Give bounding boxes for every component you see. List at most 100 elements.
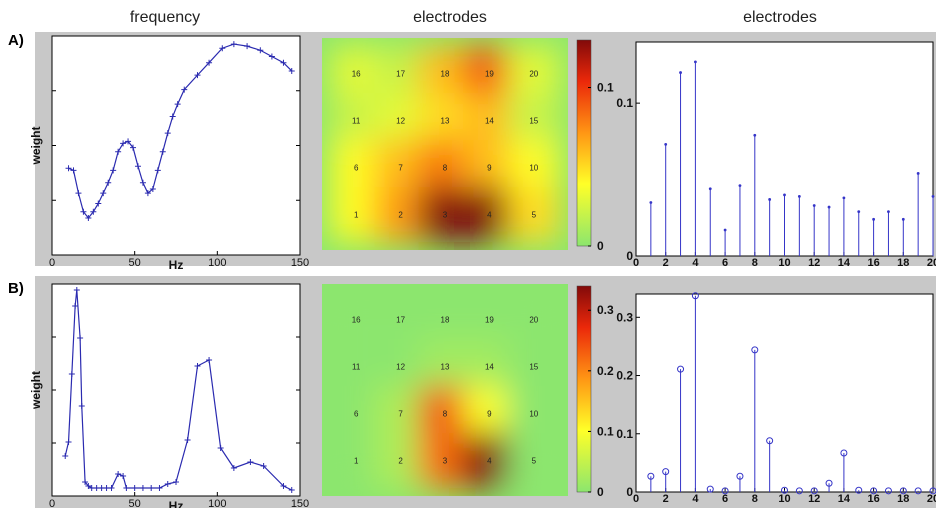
a-heatmap-electrode-label: 1 bbox=[354, 211, 359, 220]
b-frequency-data-point bbox=[173, 479, 179, 485]
a-frequency-data-point bbox=[85, 214, 92, 221]
b-stem-stem-marker bbox=[795, 487, 803, 495]
b-stem-stem-marker bbox=[721, 487, 729, 495]
a-heatmap-electrode-label: 19 bbox=[485, 70, 494, 79]
b-heatmap-electrode-label: 19 bbox=[485, 316, 494, 325]
b-stem-ytick-label: 0.3 bbox=[616, 310, 633, 324]
b-stem-ytick-label: 0 bbox=[626, 485, 633, 499]
b-heatmap-electrode-label: 4 bbox=[487, 457, 492, 466]
b-frequency-data-point bbox=[72, 303, 79, 309]
b-heatmap-electrode-label: 9 bbox=[487, 410, 492, 419]
a-frequency-data-point bbox=[139, 179, 146, 186]
b-heatmap-heat-cell bbox=[374, 386, 427, 441]
b-heatmap-electrode-label: 17 bbox=[396, 316, 405, 325]
b-frequency-xtick-label: 0 bbox=[49, 498, 55, 508]
b-heatmap-electrode-label: 14 bbox=[485, 363, 494, 372]
a-heatmap-electrode-label: 20 bbox=[529, 70, 538, 79]
b-heatmap-electrode-label: 2 bbox=[398, 457, 403, 466]
b-heatmap-heat-cell bbox=[463, 386, 516, 441]
b-stem-stem-marker bbox=[706, 485, 714, 493]
b-heatmap-electrode-label: 7 bbox=[398, 410, 403, 419]
b-frequency-xtick-label: 100 bbox=[208, 498, 226, 508]
b-stem-stem-marker bbox=[810, 487, 818, 495]
b-stem-xtick-label: 8 bbox=[752, 493, 758, 505]
a-frequency-data-point bbox=[80, 208, 87, 215]
a-frequency-data-point bbox=[65, 165, 72, 172]
b-frequency-data-point bbox=[123, 485, 130, 491]
a-frequency-data-point bbox=[130, 144, 137, 151]
b-frequency-data-point bbox=[62, 453, 69, 459]
b-frequency-data-point bbox=[288, 487, 295, 493]
b-frequency-data-point bbox=[260, 463, 267, 469]
b-heatmap-heat-cell bbox=[507, 433, 560, 488]
a-stem-xtick-label: 10 bbox=[778, 257, 790, 269]
b-heatmap-heat-cell bbox=[374, 292, 427, 347]
b-frequency-data-point bbox=[108, 485, 115, 491]
b-stem-stem-marker bbox=[884, 487, 892, 495]
a-heatmap-heat-cell bbox=[330, 140, 383, 195]
b-heatmap-map-cells bbox=[330, 292, 560, 488]
a-stem-stem-marker bbox=[887, 210, 890, 214]
a-heatmap-heat-cell bbox=[374, 140, 427, 195]
b-stem-xtick-label: 6 bbox=[722, 493, 728, 505]
a-frequency-data-point bbox=[110, 167, 117, 174]
header-electrodes-stem: electrodes bbox=[743, 9, 817, 26]
a-stem-stem-marker bbox=[679, 71, 682, 74]
b-stem-xtick-label: 10 bbox=[778, 493, 790, 505]
b-frequency-data-point bbox=[65, 439, 72, 445]
b-heatmap-heat-cell bbox=[330, 292, 383, 347]
a-frequency-xlabel: Hz bbox=[169, 258, 184, 272]
b-frequency-data-point bbox=[247, 459, 254, 465]
a-frequency-data-point bbox=[169, 113, 176, 120]
b-heatmap-electrode-label: 13 bbox=[441, 363, 450, 372]
a-frequency-data-point bbox=[288, 67, 295, 74]
a-frequency-data-point bbox=[100, 190, 107, 197]
header-electrodes-map: electrodes bbox=[413, 9, 487, 26]
a-stem-stem-marker bbox=[857, 210, 861, 214]
b-heatmap-heat-cell bbox=[374, 339, 427, 394]
a-frequency-data-point bbox=[164, 130, 171, 137]
a-frequency-data-point bbox=[280, 59, 287, 66]
a-stem-stem-marker bbox=[723, 228, 727, 232]
a-frequency-group: 0 50 100 150 Hz weight bbox=[29, 35, 309, 272]
b-stem-stem-marker bbox=[766, 437, 774, 445]
b-heatmap-colorbar bbox=[576, 285, 592, 493]
b-frequency-data-point bbox=[139, 485, 146, 491]
a-stem-stem-marker bbox=[901, 217, 905, 221]
b-heatmap-electrode-label: 6 bbox=[354, 410, 359, 419]
a-heatmap-electrode-label: 3 bbox=[443, 211, 448, 220]
b-heatmap-heat-cell bbox=[463, 339, 516, 394]
a-stem-stem-marker bbox=[694, 60, 697, 64]
a-heatmap-heat-cell bbox=[418, 187, 472, 242]
a-heatmap-colorbar-label: 0.1 bbox=[597, 81, 614, 95]
a-frequency-data-point bbox=[244, 43, 251, 50]
b-frequency-series-line bbox=[64, 289, 292, 491]
b-frequency-data-point bbox=[115, 471, 122, 477]
b-stem-stem-marker bbox=[662, 468, 670, 476]
a-heatmap-heat-cell bbox=[330, 46, 383, 101]
a-frequency-data-point bbox=[257, 47, 264, 54]
a-stem-xtick-label: 2 bbox=[663, 257, 669, 269]
b-heatmap-heat-cell bbox=[330, 433, 383, 488]
b-stem-ytick-label: 0.2 bbox=[616, 369, 633, 383]
b-frequency-xtick-label: 50 bbox=[129, 498, 141, 508]
b-frequency-data-point bbox=[78, 403, 85, 409]
b-frequency-data-point bbox=[148, 485, 155, 491]
b-heatmap-electrode-label: 8 bbox=[443, 410, 448, 419]
a-frequency-xtick-label: 0 bbox=[49, 257, 55, 269]
b-heatmap-electrode-label: 16 bbox=[352, 316, 361, 325]
a-heatmap-heat-cell bbox=[374, 187, 427, 242]
a-stem-stem-marker bbox=[872, 217, 875, 221]
a-stem-stem-marker bbox=[916, 172, 920, 175]
b-heatmap-electrode-label: 5 bbox=[532, 457, 537, 466]
b-stem-stem-marker bbox=[736, 472, 744, 480]
b-stem-stem-marker bbox=[929, 487, 936, 495]
a-heatmap-heat-cell bbox=[463, 187, 516, 242]
a-heatmap-map-cells bbox=[330, 46, 560, 242]
b-stem-ytick-label: 0.1 bbox=[616, 427, 633, 441]
a-frequency-data-point bbox=[115, 148, 122, 155]
a-frequency-data-point bbox=[194, 72, 201, 79]
a-frequency-data-point bbox=[174, 101, 181, 108]
b-heatmap-heat-cell bbox=[418, 433, 472, 488]
